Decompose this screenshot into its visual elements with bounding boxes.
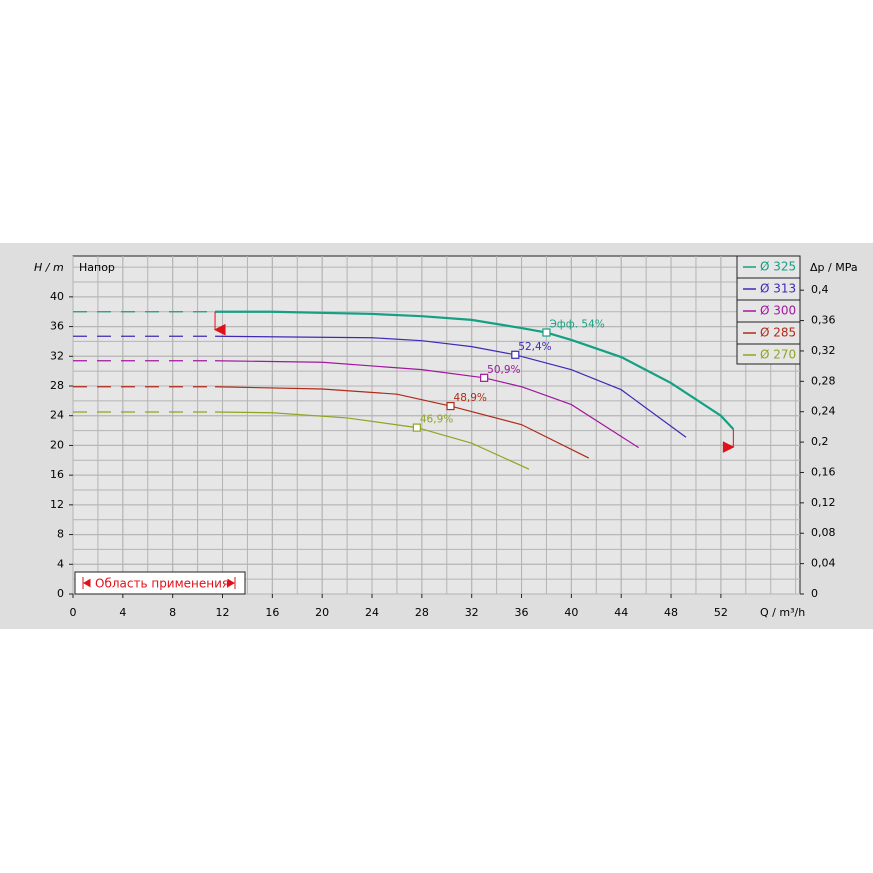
x-tick-label: 24 <box>365 606 379 619</box>
efficiency-point <box>480 373 489 382</box>
efficiency-point <box>511 350 520 359</box>
y-tick-label: 24 <box>50 409 64 422</box>
legend-label: Ø 300 <box>760 304 796 318</box>
legend-label: Ø 285 <box>760 326 796 340</box>
y-tick-label: 40 <box>50 290 64 303</box>
efficiency-point <box>412 423 421 432</box>
curve <box>215 310 735 430</box>
y2-tick-label: 0,4 <box>811 283 829 296</box>
efficiency-label: 50,9% <box>487 364 520 376</box>
y-tick-label: 8 <box>57 528 64 541</box>
legend-label: Ø 325 <box>760 260 796 274</box>
x-tick-label: 52 <box>714 606 728 619</box>
y2-tick-label: 0 <box>811 587 818 600</box>
curve <box>215 386 590 459</box>
x-tick-label: 20 <box>315 606 329 619</box>
y2-tick-label: 0,16 <box>811 465 836 478</box>
x-tick-label: 28 <box>415 606 429 619</box>
y2-tick-label: 0,12 <box>811 496 836 509</box>
range-annotation: Область применения <box>95 577 229 591</box>
curve <box>215 335 687 438</box>
efficiency-label: 52,4% <box>518 341 551 353</box>
range-arrows <box>82 577 236 589</box>
x-tick-label: 32 <box>465 606 479 619</box>
range-box <box>74 571 246 595</box>
efficiency-label: Эфф. 54% <box>549 319 604 331</box>
y-tick-label: 36 <box>50 320 64 333</box>
y2-tick-label: 0,36 <box>811 314 836 327</box>
x-tick-label: 4 <box>119 606 126 619</box>
curves: Эфф. 54% 52,4% 50,9% 48,9%46,9% <box>73 310 735 470</box>
x-axis-label: Q / m³/h <box>760 606 805 619</box>
y-tick-label: 32 <box>50 349 64 362</box>
y2-tick-label: 0,32 <box>811 344 836 357</box>
y-axis-title: Напор <box>79 261 115 274</box>
plot-area <box>72 255 801 595</box>
x-tick-label: 0 <box>70 606 77 619</box>
x-tick-label: 8 <box>169 606 176 619</box>
y-tick-label: 12 <box>50 498 64 511</box>
y2-tick-label: 0,28 <box>811 374 836 387</box>
efficiency-label: 48,9% <box>454 392 487 404</box>
legend-label: Ø 270 <box>760 348 796 362</box>
x-tick-label: 12 <box>216 606 230 619</box>
x-tick-label: 16 <box>265 606 279 619</box>
x-tick-label: 36 <box>515 606 529 619</box>
range-limit <box>213 311 226 336</box>
y-tick-label: 20 <box>50 438 64 451</box>
legend <box>736 255 801 365</box>
curve <box>215 411 530 470</box>
x-tick-label: 44 <box>614 606 628 619</box>
y-axis-label: H / m <box>34 261 64 274</box>
y2-tick-label: 0,08 <box>811 526 836 539</box>
efficiency-point <box>542 328 551 337</box>
legend-label: Ø 313 <box>760 282 796 296</box>
y-tick-label: 4 <box>57 557 64 570</box>
efficiency-label: 46,9% <box>420 414 453 426</box>
x-tick-label: 48 <box>664 606 678 619</box>
y-tick-label: 16 <box>50 468 64 481</box>
range-limit <box>722 429 735 453</box>
y2-tick-label: 0,04 <box>811 557 836 570</box>
y2-tick-label: 0,24 <box>811 405 836 418</box>
y-tick-label: 28 <box>50 379 64 392</box>
y-tick-label: 0 <box>57 587 64 600</box>
y2-tick-label: 0,2 <box>811 435 829 448</box>
x-tick-label: 40 <box>564 606 578 619</box>
y2-axis-label: Δp / MPa <box>810 261 858 274</box>
efficiency-point <box>446 401 455 411</box>
